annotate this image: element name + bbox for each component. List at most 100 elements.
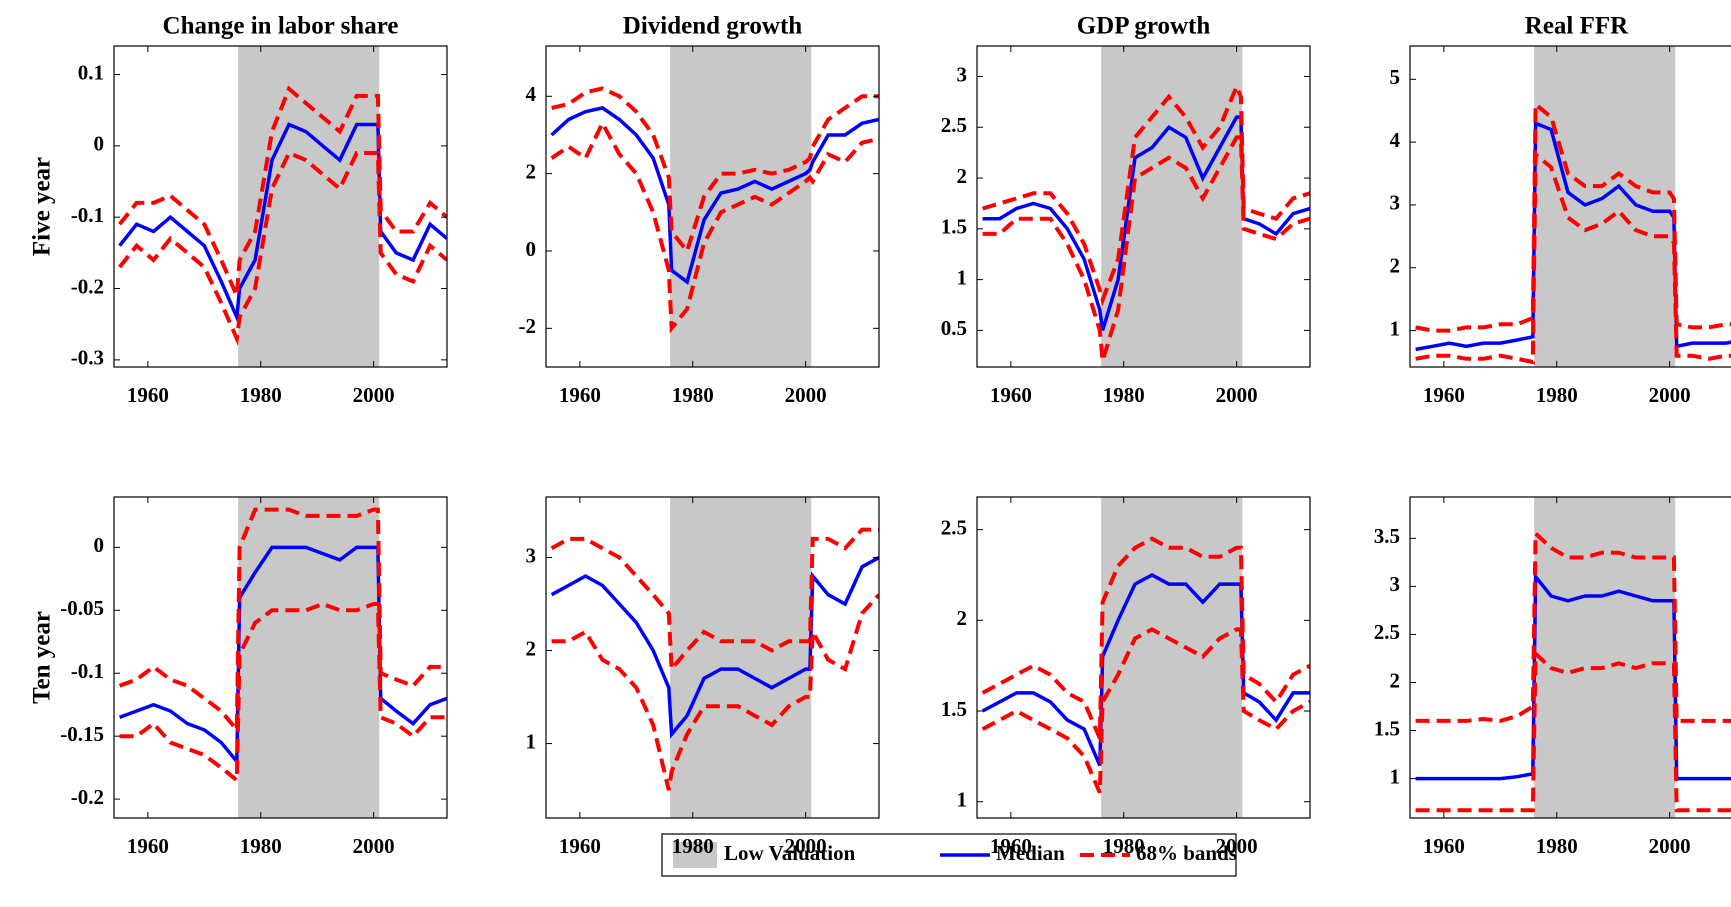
y-tick-label: 1 bbox=[957, 787, 968, 811]
shaded-region bbox=[1534, 497, 1676, 818]
median-line bbox=[118, 122, 447, 324]
shaded-region bbox=[1101, 497, 1243, 818]
y-tick-label: 4 bbox=[526, 82, 537, 106]
band-line bbox=[1415, 649, 1731, 813]
x-tick-label: 1980 bbox=[1103, 834, 1145, 858]
y-tick-label: 2.5 bbox=[941, 113, 967, 137]
legend: Low Valuation Median 68% bands bbox=[661, 833, 1237, 877]
y-tick-label: 1 bbox=[957, 265, 968, 289]
y-tick-label: 2 bbox=[1390, 668, 1401, 692]
y-axis-label: Ten year bbox=[29, 611, 56, 704]
y-tick-label: 2 bbox=[1390, 254, 1401, 278]
y-tick-label: 1 bbox=[1390, 764, 1401, 788]
y-tick-label: 3.5 bbox=[1374, 524, 1400, 548]
legend-swatch bbox=[673, 842, 717, 868]
band-line bbox=[118, 507, 447, 736]
band-line bbox=[551, 593, 879, 791]
y-tick-label: -0.2 bbox=[71, 785, 104, 809]
x-tick-label: 1960 bbox=[559, 834, 601, 858]
panel: 1 1.5 2 2.5 3 3.5 1960 1980 2000 bbox=[1374, 496, 1731, 858]
x-tick-label: 1960 bbox=[127, 383, 169, 407]
chart-title: Real FFR bbox=[1525, 13, 1629, 40]
x-tick-label: 2000 bbox=[353, 834, 395, 858]
axes-box bbox=[976, 496, 1311, 819]
axes-box bbox=[1409, 45, 1731, 368]
x-tick-label: 2000 bbox=[353, 383, 395, 407]
band-line bbox=[118, 150, 447, 346]
y-tick-label: 3 bbox=[957, 62, 968, 86]
y-tick-label: -0.1 bbox=[71, 203, 104, 227]
median-line bbox=[118, 545, 447, 767]
band-line bbox=[550, 527, 879, 675]
x-tick-label: 2000 bbox=[1649, 834, 1691, 858]
y-tick-label: 5 bbox=[1390, 65, 1401, 89]
chart-title: Change in labor share bbox=[163, 13, 399, 40]
x-tick-label: 1980 bbox=[672, 834, 714, 858]
y-tick-label: 1 bbox=[526, 729, 537, 753]
shaded-region bbox=[1101, 46, 1243, 367]
axes-box bbox=[113, 496, 448, 819]
median-line bbox=[1415, 571, 1731, 781]
legend-label: Low Valuation bbox=[724, 841, 856, 865]
band-line bbox=[1415, 100, 1731, 333]
y-tick-label: -0.2 bbox=[71, 274, 104, 298]
band-line bbox=[1415, 528, 1731, 723]
y-tick-label: -0.1 bbox=[71, 659, 104, 683]
x-tick-label: 1980 bbox=[672, 383, 714, 407]
axes-box bbox=[1409, 496, 1731, 819]
y-tick-label: 1 bbox=[1390, 316, 1401, 340]
x-tick-label: 2000 bbox=[785, 383, 827, 407]
y-tick-label: 0.1 bbox=[78, 60, 104, 84]
x-tick-label: 1960 bbox=[1423, 834, 1465, 858]
shaded-region bbox=[670, 497, 812, 818]
band-line bbox=[118, 85, 447, 297]
axes-box bbox=[976, 45, 1311, 368]
median-line bbox=[1415, 120, 1731, 352]
band-line bbox=[982, 135, 1310, 362]
y-tick-label: 3 bbox=[1390, 572, 1401, 596]
y-tick-label: 1.5 bbox=[941, 215, 967, 239]
y-tick-label: 2 bbox=[957, 606, 968, 630]
y-tick-label: 4 bbox=[1390, 128, 1401, 152]
band-line bbox=[1415, 150, 1731, 365]
legend-label: Median bbox=[996, 841, 1065, 865]
x-tick-label: 2000 bbox=[1649, 383, 1691, 407]
y-tick-label: 2.5 bbox=[1374, 620, 1400, 644]
x-tick-label: 1980 bbox=[1536, 383, 1578, 407]
y-tick-label: 2 bbox=[957, 164, 968, 188]
x-tick-label: 1980 bbox=[1103, 383, 1145, 407]
legend-label: 68% bands bbox=[1136, 841, 1237, 865]
y-tick-label: 0 bbox=[526, 237, 537, 261]
axes-box bbox=[545, 45, 880, 368]
x-tick-label: 2000 bbox=[785, 834, 827, 858]
x-tick-label: 1960 bbox=[990, 383, 1032, 407]
y-tick-label: 2 bbox=[526, 636, 537, 660]
x-tick-label: 1960 bbox=[127, 834, 169, 858]
shaded-region bbox=[670, 46, 812, 367]
band-line bbox=[119, 601, 447, 785]
y-axis-label: Five year bbox=[29, 157, 56, 256]
y-tick-label: 3 bbox=[1390, 191, 1401, 215]
y-tick-label: 0 bbox=[94, 132, 105, 156]
x-tick-label: 1980 bbox=[240, 383, 282, 407]
y-tick-label: 1.5 bbox=[941, 697, 967, 721]
panel: 0.5 1 1.5 2 2.5 3 1960 1980 2000 GDP growth bbox=[941, 13, 1311, 407]
y-tick-label: -0.3 bbox=[71, 346, 104, 370]
y-tick-label: -0.15 bbox=[60, 722, 104, 746]
chart-title: Dividend growth bbox=[623, 13, 803, 40]
x-tick-label: 1960 bbox=[990, 834, 1032, 858]
median-line bbox=[981, 573, 1310, 767]
median-line bbox=[550, 555, 879, 739]
panel: -0.2 -0.15 -0.1 -0.05 0 1960 1980 2000 Ten year bbox=[29, 496, 448, 858]
median-line bbox=[982, 115, 1310, 331]
shaded-region bbox=[238, 46, 380, 367]
x-tick-label: 1980 bbox=[240, 834, 282, 858]
y-tick-label: -2 bbox=[519, 314, 537, 338]
y-tick-label: 2.5 bbox=[941, 515, 967, 539]
y-tick-label: 3 bbox=[526, 543, 537, 567]
band-line bbox=[550, 118, 879, 334]
panel: 1 2 3 1960 1980 2000 bbox=[526, 496, 880, 858]
y-tick-label: 1.5 bbox=[1374, 716, 1400, 740]
